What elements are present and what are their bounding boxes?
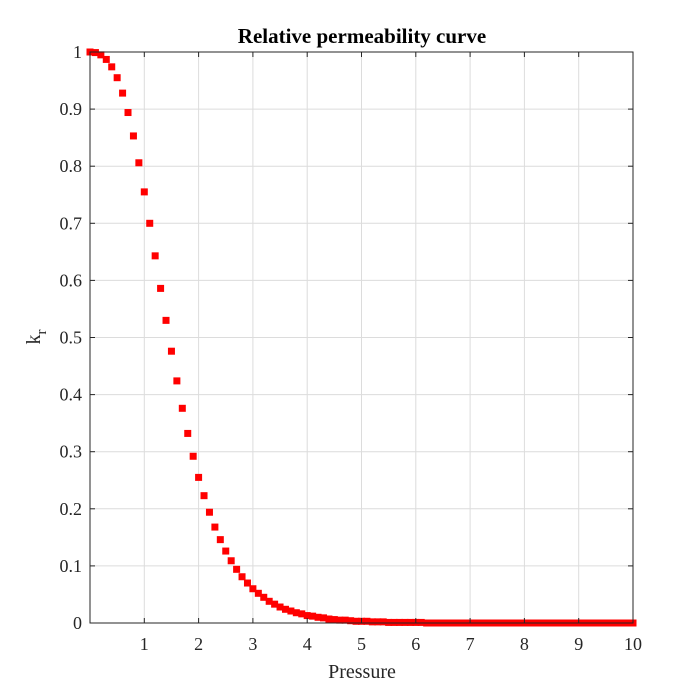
data-point-marker — [325, 615, 333, 623]
data-point-marker — [319, 614, 327, 622]
data-point-marker — [401, 618, 409, 626]
data-point-marker — [303, 612, 311, 620]
data-point-marker — [146, 219, 154, 227]
data-point-marker — [347, 617, 355, 625]
data-point-marker — [97, 51, 105, 59]
data-point-marker — [91, 49, 99, 57]
data-point-marker — [200, 492, 208, 500]
data-point-marker — [341, 616, 349, 624]
data-point-marker — [417, 618, 425, 626]
y-tick-label: 0.6 — [60, 270, 83, 290]
data-point-marker — [314, 613, 322, 621]
data-point-marker — [108, 63, 116, 71]
tick-marks — [90, 51, 634, 624]
chart-title: Relative permeability curve — [238, 24, 486, 48]
y-tick-label: 0.3 — [60, 442, 83, 462]
data-point-marker — [162, 316, 170, 324]
x-tick-label: 5 — [357, 634, 366, 654]
grid-lines — [90, 51, 634, 624]
data-point-marker — [227, 557, 235, 565]
y-tick-label: 0.5 — [60, 328, 83, 348]
y-tick-label: 1 — [73, 42, 82, 62]
data-point-marker — [216, 536, 224, 544]
svg-text:kr: kr — [23, 330, 50, 345]
x-tick-label: 7 — [466, 634, 475, 654]
x-tick-label: 4 — [303, 634, 312, 654]
data-point-marker — [396, 618, 404, 626]
y-tick-label: 0.4 — [60, 385, 83, 405]
data-point-marker — [113, 74, 121, 82]
x-tick-label: 1 — [140, 634, 149, 654]
data-point-marker — [368, 618, 376, 626]
x-tick-label: 10 — [624, 634, 642, 654]
data-point-marker — [260, 593, 268, 601]
y-tick-label: 0.1 — [60, 556, 83, 576]
data-point-marker — [173, 377, 181, 385]
data-point-marker — [254, 589, 262, 597]
y-tick-label: 0.9 — [60, 99, 83, 119]
data-point-marker — [119, 89, 127, 97]
data-point-marker — [298, 610, 306, 618]
data-point-marker — [233, 565, 241, 573]
x-tick-label: 9 — [574, 634, 583, 654]
data-point-marker — [379, 618, 387, 626]
y-tick-label: 0.8 — [60, 156, 83, 176]
data-point-marker — [406, 618, 414, 626]
data-point-marker — [243, 579, 251, 587]
data-point-marker — [374, 618, 382, 626]
data-point-marker — [211, 523, 219, 531]
data-point-marker — [249, 585, 257, 593]
data-point-marker — [102, 55, 110, 63]
data-point-marker — [195, 473, 203, 481]
data-point-marker — [385, 618, 393, 626]
y-axis-title-base: k — [23, 335, 45, 345]
data-point-marker — [178, 404, 186, 412]
data-point-marker — [352, 617, 360, 625]
data-point-marker — [265, 597, 273, 605]
x-tick-label: 6 — [411, 634, 420, 654]
data-point-marker — [151, 252, 159, 260]
y-axis-title: kr — [23, 330, 50, 345]
data-point-marker — [390, 618, 398, 626]
x-tick-label: 8 — [520, 634, 529, 654]
data-point-marker — [238, 573, 246, 581]
x-tick-label: 2 — [194, 634, 203, 654]
data-point-marker — [363, 617, 371, 625]
data-point-marker — [292, 609, 300, 617]
data-point-marker — [330, 616, 338, 624]
data-point-marker — [157, 284, 165, 292]
data-point-marker — [124, 109, 132, 117]
y-tick-label: 0.2 — [60, 499, 83, 519]
data-point-marker — [189, 452, 197, 460]
y-tick-label: 0 — [73, 613, 82, 633]
data-point-marker — [222, 547, 230, 555]
y-tick-label: 0.7 — [60, 213, 83, 233]
data-point-marker — [276, 603, 284, 611]
data-point-marker — [281, 605, 289, 613]
data-point-marker — [336, 616, 344, 624]
data-point-marker — [287, 607, 295, 615]
data-point-marker — [129, 132, 137, 140]
y-tick-labels: 0 0.1 0.2 0.3 0.4 0.5 0.6 0.7 0.8 0.9 1 — [60, 42, 83, 633]
data-point-marker — [309, 612, 317, 620]
x-tick-labels: 1 2 3 4 5 6 7 8 9 10 — [140, 634, 642, 654]
data-point-marker — [167, 347, 175, 355]
x-axis-title: Pressure — [328, 661, 396, 683]
x-tick-label: 3 — [248, 634, 257, 654]
data-point-marker — [140, 188, 148, 196]
data-point-marker — [205, 508, 213, 516]
data-point-marker — [135, 159, 143, 167]
data-point-marker — [184, 429, 192, 437]
data-point-marker — [271, 600, 279, 608]
y-axis-title-subscript: r — [34, 330, 50, 335]
